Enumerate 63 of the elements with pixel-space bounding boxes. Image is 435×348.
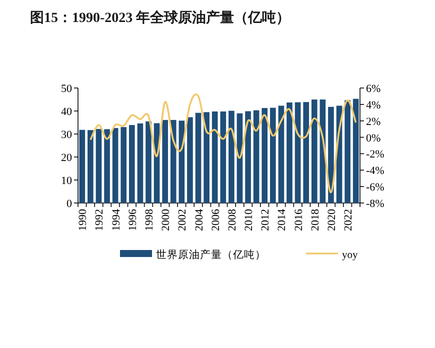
x-tick-label: 2010 [243, 208, 256, 231]
x-tick-label: 2022 [342, 209, 355, 231]
y2-tick-label: -2% [366, 148, 384, 161]
x-tick-label: 1996 [126, 208, 139, 231]
bar [220, 111, 226, 203]
bar [129, 125, 135, 203]
x-tick-label: 1992 [94, 209, 106, 231]
bar [88, 130, 94, 203]
x-tick-label: 2006 [210, 208, 222, 231]
bar [187, 117, 193, 203]
x-tick-label: 1998 [144, 208, 156, 231]
x-tick-label: 1990 [77, 208, 90, 231]
bar [146, 121, 152, 203]
bar [303, 102, 309, 203]
legend-label: yoy [342, 250, 358, 261]
y-tick-label: 40 [61, 106, 72, 118]
title: 图15：1990-2023 年全球原油产量（亿吨） [30, 11, 290, 26]
bar [212, 111, 218, 203]
bar [286, 102, 292, 203]
bar [245, 111, 251, 203]
bar [270, 108, 276, 203]
bar [344, 100, 350, 203]
y-tick-label: 50 [61, 83, 72, 95]
x-tick-label: 2018 [309, 208, 322, 231]
bar [278, 106, 284, 203]
legend-label: 世界原油产量（亿吨） [156, 248, 266, 261]
y2-tick-label: 6% [366, 83, 381, 95]
bar [311, 100, 318, 203]
x-tick-label: 2020 [326, 208, 338, 231]
bar [328, 106, 334, 203]
x-tick-label: 2008 [226, 208, 238, 231]
y-tick-label: 20 [61, 152, 72, 164]
y-tick-label: 30 [61, 129, 72, 141]
y2-tick-label: 2% [366, 116, 381, 128]
bar [79, 130, 86, 203]
bar [112, 128, 118, 203]
x-tick-label: 2016 [292, 208, 305, 231]
bar [204, 112, 210, 203]
bar [120, 127, 127, 203]
bar [294, 102, 301, 203]
x-tick-label: 2012 [260, 209, 272, 231]
x-tick-label: 2002 [176, 209, 189, 231]
bar [253, 110, 260, 203]
bar [195, 112, 202, 203]
x-tick-label: 2004 [193, 208, 206, 231]
bar [352, 98, 359, 203]
bar [262, 108, 268, 203]
bar [170, 120, 176, 203]
bar [137, 123, 144, 203]
x-tick-label: 1994 [110, 208, 122, 231]
bar [104, 129, 110, 203]
y2-tick-label: -8% [366, 198, 384, 210]
y2-tick-label: 4% [366, 99, 381, 112]
x-tick-label: 2014 [276, 208, 288, 231]
y-tick-label: 0 [66, 198, 72, 210]
bar [228, 110, 234, 203]
bar [162, 120, 168, 203]
bar [96, 128, 102, 203]
y2-tick-label: -6% [366, 182, 384, 194]
y2-tick-label: 0% [366, 132, 381, 144]
x-tick-label: 2000 [160, 208, 172, 231]
y2-tick-label: -4% [366, 165, 384, 178]
y-tick-label: 10 [61, 175, 72, 187]
